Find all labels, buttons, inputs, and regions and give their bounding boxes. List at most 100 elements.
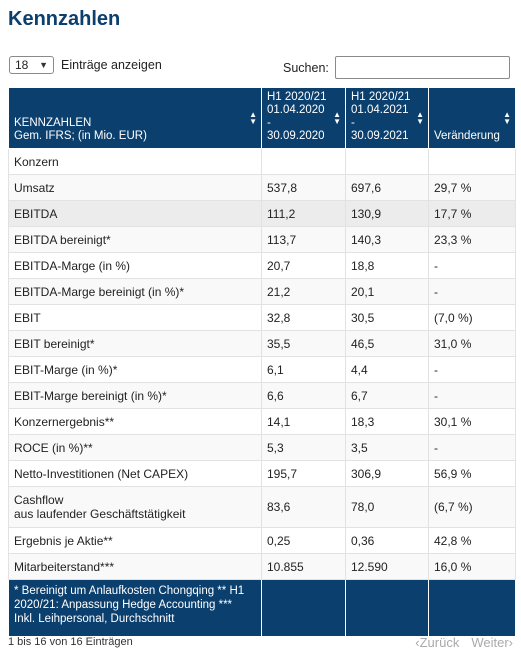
row-label: EBIT-Marge bereinigt (in %)*	[8, 382, 262, 409]
chevron-right-icon: ›	[508, 635, 513, 650]
entries-per-page-select[interactable]: 18 ▼	[9, 56, 54, 74]
header-h1-2021[interactable]: H1 2020/21 01.04.2021 -30.09.2021 ▲ ▼	[345, 87, 429, 149]
row-label: Cashflow aus laufender Geschäftstätigkeit	[8, 486, 262, 528]
row-label: ROCE (in %)**	[8, 434, 262, 461]
next-page-button[interactable]: Weiter	[471, 635, 509, 650]
row-value: 0,36	[345, 527, 429, 554]
sort-icon: ▲ ▼	[503, 110, 511, 126]
entries-per-page-value: 18	[15, 58, 29, 72]
row-label: Netto-Investitionen (Net CAPEX)	[8, 460, 262, 487]
row-value: 18,8	[345, 252, 429, 279]
row-label: EBITDA-Marge (in %)	[8, 252, 262, 279]
row-value: 29,7 %	[428, 174, 516, 201]
row-label: EBIT	[8, 304, 262, 331]
table-footer-cell	[345, 579, 429, 637]
row-value: 35,5	[261, 330, 346, 357]
row-value: 31,0 %	[428, 330, 516, 357]
row-label: Mitarbeiterstand***	[8, 553, 262, 580]
header-label-line: H1 2020/21	[267, 91, 327, 103]
chevron-left-icon: ‹	[415, 635, 420, 650]
table-row: Ergebnis je Aktie** 0,25 0,36 42,8 %	[8, 527, 516, 554]
header-label-line: Veränderung	[434, 130, 500, 142]
row-value: 697,6	[345, 174, 429, 201]
length-menu: 18 ▼ Einträge anzeigen	[9, 56, 162, 74]
row-value: 21,2	[261, 278, 346, 305]
table-row: EBIT-Marge bereinigt (in %)* 6,6 6,7-	[8, 382, 516, 409]
row-value: 56,9 %	[428, 460, 516, 487]
search-label: Suchen:	[283, 60, 329, 75]
row-label-line: aus laufender Geschäftstätigkeit	[14, 507, 186, 521]
table-row: Umsatz 537,8 697,6 29,7 %	[8, 174, 516, 201]
pagination: ‹ Zurück Weiter ›	[415, 635, 513, 650]
row-label: Konzernergebnis**	[8, 408, 262, 435]
row-value: 83,6	[261, 486, 346, 528]
header-veraenderung[interactable]: Veränderung ▲ ▼	[428, 87, 516, 149]
row-value: 3,5	[345, 434, 429, 461]
row-value: 17,7 %	[428, 200, 516, 227]
row-value: 6,1	[261, 356, 346, 383]
row-value: 306,9	[345, 460, 429, 487]
search-box: Suchen:	[283, 56, 510, 79]
table-row: EBITDA 111,2 130,9 17,7 %	[8, 200, 516, 227]
row-value: 6,7	[345, 382, 429, 409]
row-label: EBITDA-Marge bereinigt (in %)*	[8, 278, 262, 305]
header-label-line: 01.04.2021 -	[351, 104, 409, 129]
row-value: 0,25	[261, 527, 346, 554]
row-value	[261, 148, 346, 175]
search-input[interactable]	[334, 56, 510, 79]
row-value: 30,5	[345, 304, 429, 331]
row-value: 16,0 %	[428, 553, 516, 580]
row-value: 4,4	[345, 356, 429, 383]
table-row: Konzernergebnis** 14,1 18,3 30,1 %	[8, 408, 516, 435]
row-value: -	[428, 278, 516, 305]
row-value: 130,9	[345, 200, 429, 227]
row-value: -	[428, 382, 516, 409]
table-row: EBIT bereinigt* 35,5 46,5 31,0 %	[8, 330, 516, 357]
row-value: 14,1	[261, 408, 346, 435]
chevron-down-icon: ▼	[39, 60, 48, 70]
sort-icon: ▲ ▼	[333, 110, 341, 126]
header-label-line: 30.09.2021	[351, 130, 409, 142]
row-value: 111,2	[261, 200, 346, 227]
table-row: EBITDA-Marge bereinigt (in %)* 21,2 20,1-	[8, 278, 516, 305]
header-label-line: H1 2020/21	[351, 91, 411, 103]
row-value: 30,1 %	[428, 408, 516, 435]
sort-icon: ▲ ▼	[416, 110, 424, 126]
kennzahlen-table: KENNZAHLEN Gem. IFRS; (in Mio. EUR) ▲ ▼ H1 2…	[8, 87, 516, 637]
row-value: 12.590	[345, 553, 429, 580]
row-label: Konzern	[8, 148, 262, 175]
table-body: Konzern Umsatz 537,8 697,6 29,7 % EBITDA 111,2…	[8, 148, 516, 580]
row-value: 42,8 %	[428, 527, 516, 554]
row-label-line: Cashflow	[14, 493, 64, 507]
table-row: Mitarbeiterstand*** 10.855 12.590 16,0 %	[8, 553, 516, 580]
header-label-line: KENNZAHLEN	[14, 117, 92, 129]
row-label: EBIT-Marge (in %)*	[8, 356, 262, 383]
row-value: 195,7	[261, 460, 346, 487]
row-value: 78,0	[345, 486, 429, 528]
row-label: Ergebnis je Aktie**	[8, 527, 262, 554]
row-label: EBITDA	[8, 200, 262, 227]
row-value: 113,7	[261, 226, 346, 253]
header-kennzahlen[interactable]: KENNZAHLEN Gem. IFRS; (in Mio. EUR) ▲ ▼	[8, 87, 262, 149]
row-value	[345, 148, 429, 175]
header-h1-2020[interactable]: H1 2020/21 01.04.2020 -30.09.2020 ▲ ▼	[261, 87, 346, 149]
row-value: -	[428, 356, 516, 383]
table-footer-row: * Bereinigt um Anlaufkosten Chongqing **…	[8, 579, 516, 637]
row-value: 32,8	[261, 304, 346, 331]
header-label-line: Gem. IFRS; (in Mio. EUR)	[14, 130, 147, 142]
table-footnote: * Bereinigt um Anlaufkosten Chongqing **…	[8, 579, 262, 637]
row-value: 10.855	[261, 553, 346, 580]
table-row: EBIT 32,8 30,5 (7,0 %)	[8, 304, 516, 331]
row-label: EBIT bereinigt*	[8, 330, 262, 357]
row-value: -	[428, 434, 516, 461]
table-header-row: KENNZAHLEN Gem. IFRS; (in Mio. EUR) ▲ ▼ H1 2…	[8, 87, 516, 149]
prev-page-button[interactable]: Zurück	[419, 635, 460, 650]
sort-icon: ▲ ▼	[249, 110, 257, 126]
row-value: 18,3	[345, 408, 429, 435]
row-label: EBITDA bereinigt*	[8, 226, 262, 253]
row-label: Umsatz	[8, 174, 262, 201]
table-row: ROCE (in %)** 5,3 3,5-	[8, 434, 516, 461]
row-value: 23,3 %	[428, 226, 516, 253]
header-label-line: 30.09.2020	[267, 130, 325, 142]
entries-per-page-label: Einträge anzeigen	[61, 58, 162, 72]
